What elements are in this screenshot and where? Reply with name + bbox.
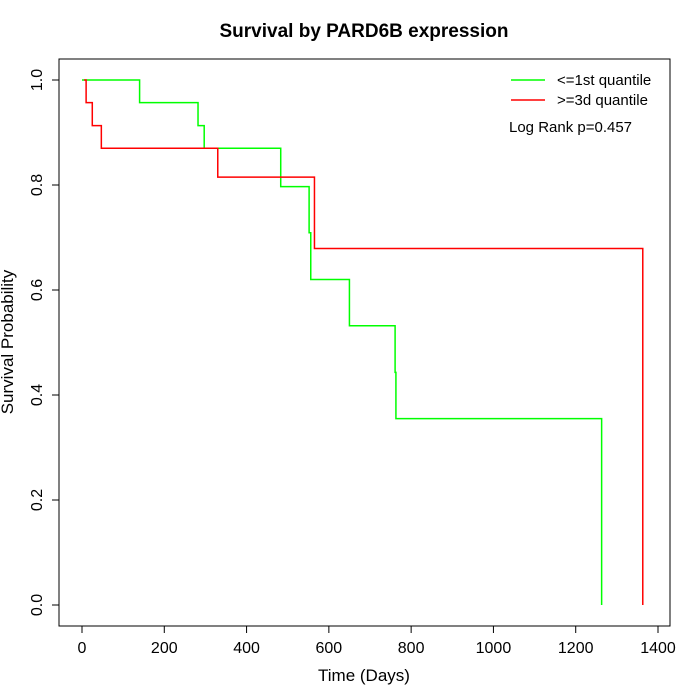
y-tick-label: 1.0	[29, 69, 46, 91]
legend-label-1: <=1st quantile	[557, 72, 651, 89]
x-tick-label: 600	[316, 640, 343, 657]
y-axis-label: Survival Probability	[0, 269, 17, 414]
x-axis: 0 200 400 600 800 1000 1200 1400	[78, 625, 676, 657]
x-tick-label: 1000	[476, 640, 512, 657]
y-tick-label: 0.6	[29, 279, 46, 301]
x-tick-label: 1400	[640, 640, 676, 657]
y-axis: 0.0 0.2 0.4 0.6 0.8 1.0	[29, 69, 60, 616]
series-line-2	[84, 79, 644, 605]
log-rank-annotation: Log Rank p=0.457	[509, 119, 632, 136]
y-tick-label: 0.2	[29, 489, 46, 511]
x-tick-label: 200	[151, 640, 178, 657]
x-tick-label: 400	[233, 640, 260, 657]
series-layer	[82, 79, 644, 605]
legend-label-2: >=3d quantile	[557, 92, 648, 109]
y-tick-label: 0.8	[29, 174, 46, 196]
y-tick-label: 0.4	[29, 384, 46, 406]
chart-title: Survival by PARD6B expression	[220, 21, 509, 42]
x-tick-label: 800	[398, 640, 425, 657]
series-line-1	[82, 79, 603, 605]
legend: <=1st quantile >=3d quantile	[511, 72, 651, 109]
y-tick-label: 0.0	[29, 594, 46, 616]
plot-frame	[58, 58, 671, 627]
x-tick-label: 1200	[558, 640, 594, 657]
x-axis-label: Time (Days)	[318, 666, 410, 685]
x-tick-label: 0	[78, 640, 87, 657]
